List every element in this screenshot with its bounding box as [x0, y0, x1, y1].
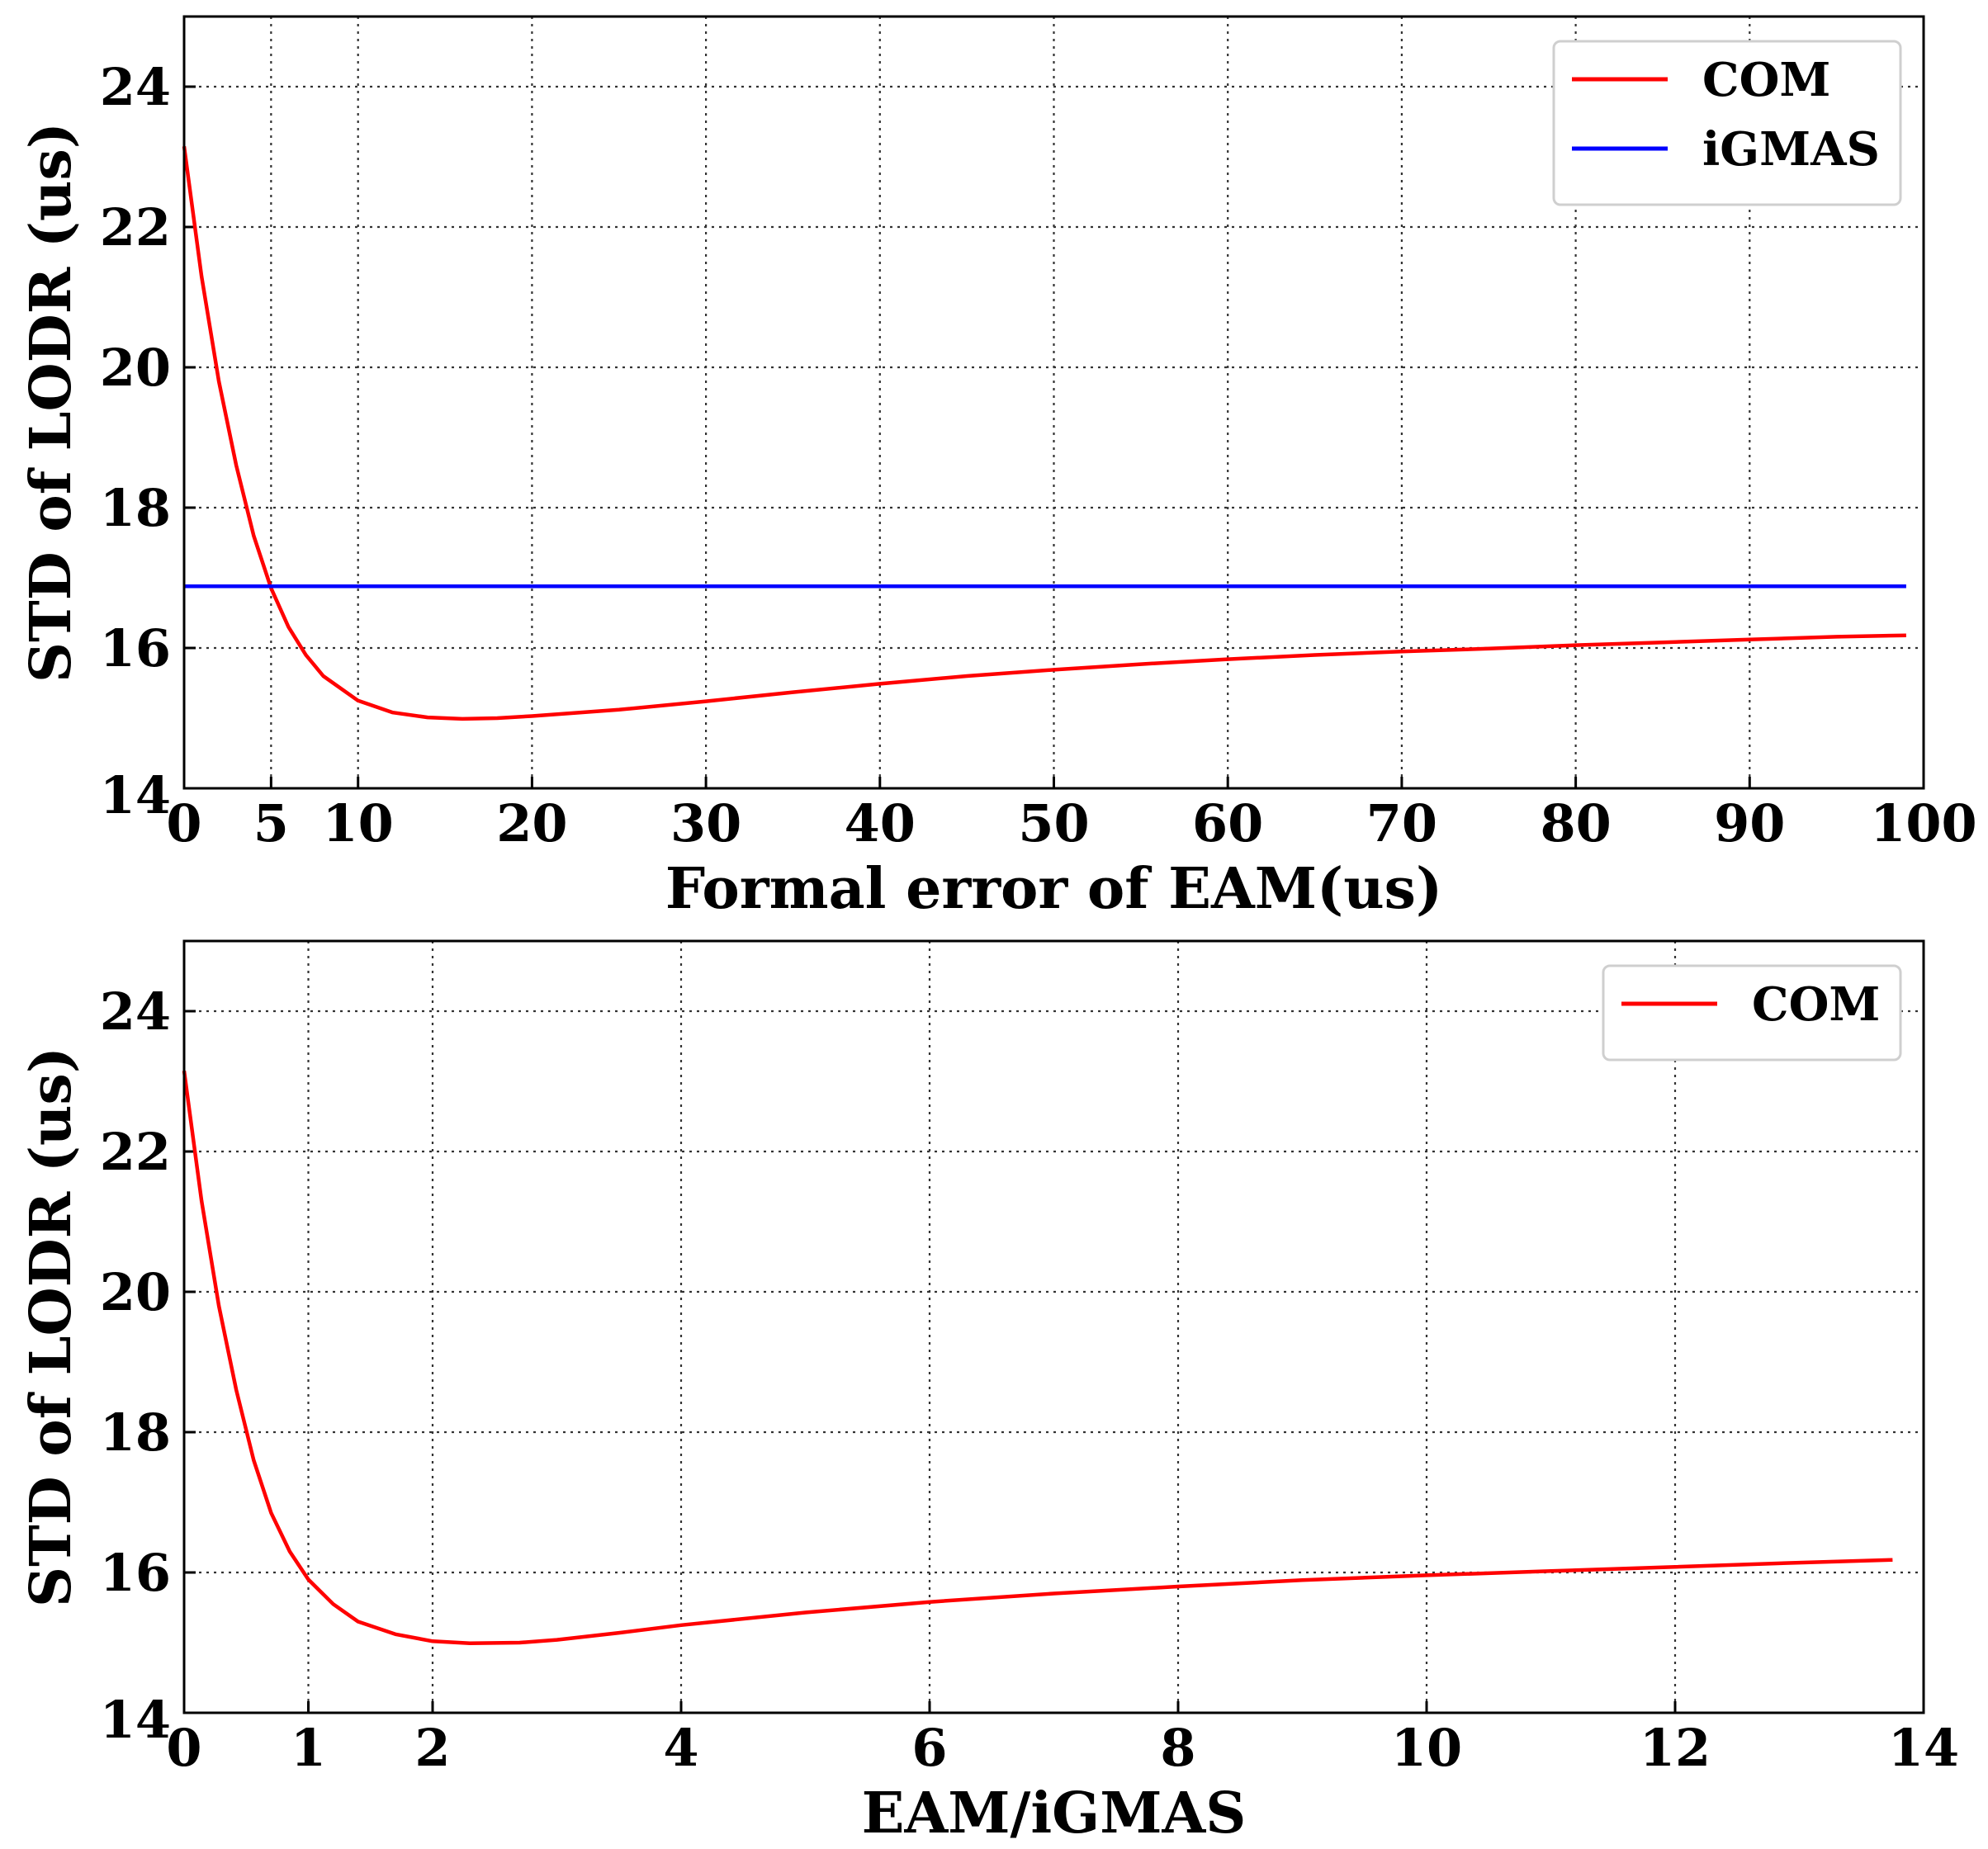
- x-tick-label: 60: [1192, 793, 1263, 854]
- x-tick-label: 5: [253, 793, 289, 854]
- x-axis-label: Formal error of EAM(us): [665, 856, 1442, 922]
- plot-frame: [182, 15, 1925, 790]
- y-axis-label: STD of LODR (us): [18, 122, 84, 683]
- series-line-com: [182, 146, 1906, 721]
- x-tick-label: 10: [1391, 1718, 1462, 1778]
- x-tick-label: 50: [1018, 793, 1089, 854]
- y-tick-label: 20: [100, 338, 171, 398]
- legend-box: [1552, 40, 1902, 206]
- y-axis-label: STD of LODR (us): [18, 1047, 84, 1607]
- chart-panel-1: 0 5 10 20 30 40 50 60 70 80 90 100 14 16 18 20 22 24 Forma…: [18, 15, 1977, 922]
- x-tick-label: 80: [1540, 793, 1611, 854]
- x-tick-label: 14: [1888, 1718, 1959, 1778]
- y-tick-label: 22: [100, 197, 171, 258]
- x-tick-label: 70: [1366, 793, 1437, 854]
- legend-label-com: COM: [1702, 53, 1830, 107]
- y-tick-label: 18: [100, 478, 171, 538]
- legend: COM: [1602, 964, 1902, 1062]
- plot-frame: [182, 939, 1925, 1714]
- y-tick-label: 24: [100, 57, 171, 117]
- x-tick-label: 4: [663, 1718, 698, 1778]
- legend-box: [1602, 964, 1902, 1062]
- x-tick-label: 40: [845, 793, 916, 854]
- y-tick-label: 20: [100, 1262, 171, 1322]
- x-axis-label: EAM/iGMAS: [862, 1780, 1247, 1847]
- y-tick-label: 24: [100, 981, 171, 1042]
- y-tick-label: 14: [100, 765, 171, 825]
- x-tick-label: 30: [670, 793, 741, 854]
- x-tick-label: 10: [323, 793, 394, 854]
- x-tick-label: 8: [1160, 1718, 1195, 1778]
- x-tick-label: 12: [1640, 1718, 1711, 1778]
- x-tick-label: 1: [291, 1718, 326, 1778]
- legend: COM iGMAS: [1552, 40, 1902, 206]
- y-tick-label: 14: [100, 1690, 171, 1750]
- x-tick-label: 0: [166, 1718, 201, 1778]
- series-line-com: [182, 1071, 1893, 1646]
- legend-label-igmas: iGMAS: [1702, 122, 1880, 177]
- y-tick-label: 18: [100, 1402, 171, 1463]
- y-tick-label: 16: [100, 618, 171, 679]
- legend-label-com: COM: [1752, 977, 1880, 1032]
- x-tick-label: 0: [166, 793, 201, 854]
- x-tick-label: 90: [1714, 793, 1785, 854]
- x-tick-label: 20: [496, 793, 567, 854]
- y-tick-label: 22: [100, 1122, 171, 1182]
- x-tick-label: 2: [414, 1718, 450, 1778]
- x-tick-label: 6: [911, 1718, 947, 1778]
- x-tick-label: 100: [1870, 793, 1976, 854]
- y-tick-label: 16: [100, 1543, 171, 1603]
